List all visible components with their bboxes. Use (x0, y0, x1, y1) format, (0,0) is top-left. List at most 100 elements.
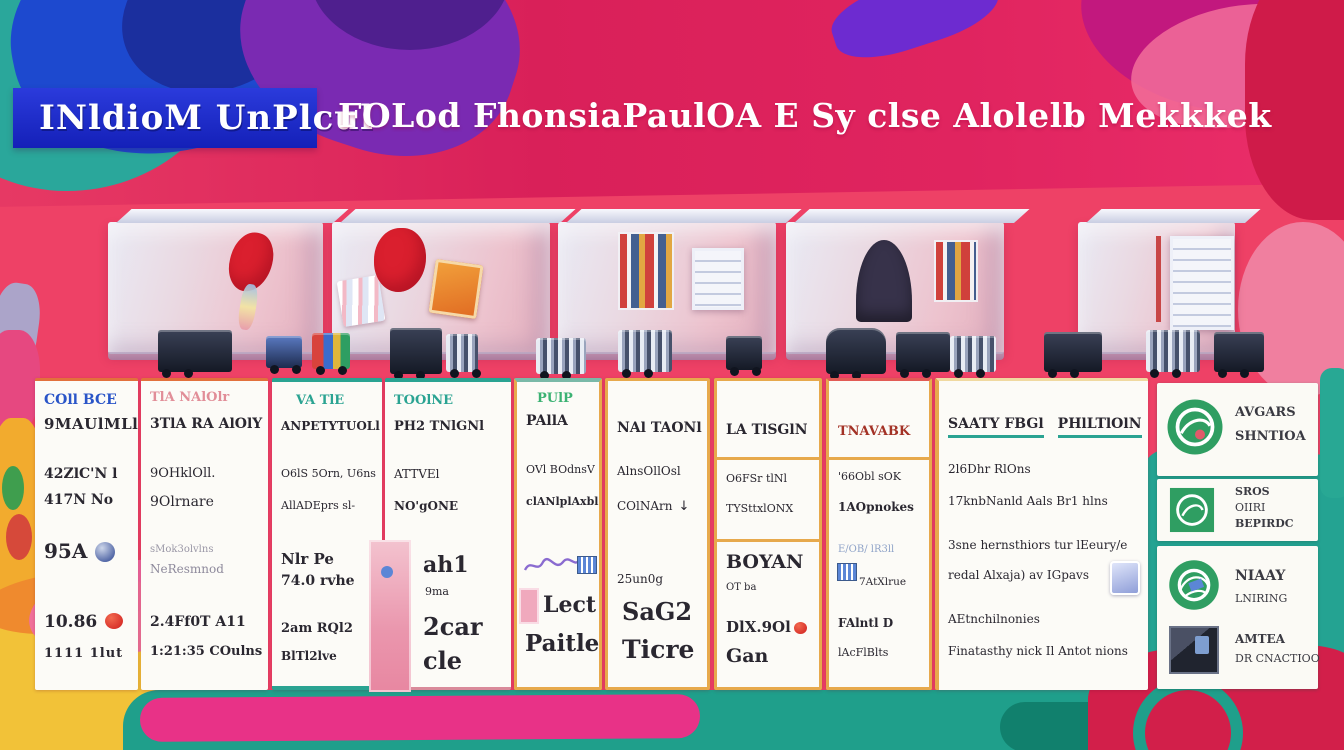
cell-value: 9OHklOll. (150, 466, 216, 481)
bg-pink-left (0, 330, 40, 430)
legend-label: SHNTIOA (1235, 429, 1306, 444)
legend-card-3: NIAAY LNIRING AMTEA DR CNACTIOO (1157, 546, 1320, 689)
cell-row: 10.86 (44, 613, 135, 632)
machine-icon (266, 336, 302, 374)
legend-label: AMTEA (1235, 632, 1285, 646)
purple-scribble-icon (523, 558, 581, 571)
photo-thumbnail-icon (1169, 626, 1219, 674)
paper-collage (336, 274, 386, 328)
cell-row: 95A (44, 541, 135, 562)
blue-dot-icon (381, 566, 393, 578)
table-column-1: COll BCE 9MAUlMLl 42ZlC'N l 417N No 95A … (35, 378, 138, 690)
cell-value: BlTl2lve (281, 649, 337, 663)
cell-value: O6FSr tlNl (726, 472, 788, 485)
dark-arch (856, 240, 912, 322)
blue-cube-icon (1110, 561, 1140, 595)
cell-value: '66Obl sOK (838, 470, 901, 483)
truck-icon (1214, 332, 1264, 378)
green-badge-icon (1167, 399, 1223, 455)
column-header: TlA NAlOlr (150, 390, 230, 405)
row-divider (829, 457, 929, 460)
machine-icon (896, 332, 950, 378)
truck-icon (618, 330, 672, 378)
cell-value: redal Alxaja) av IGpavs (948, 568, 1089, 582)
pink-paint-strip (369, 540, 411, 692)
cell-value: 1AOpnokes (838, 500, 914, 514)
table-column-8: TNAVABK '66Obl sOK 1AOpnokes E/OB/ lR3ll… (826, 378, 932, 690)
column-header: TOOlNE (394, 393, 454, 408)
cell-value: AllADEprs sl- (281, 499, 356, 512)
cell-value: Finatasthy nick Il Antot nions (948, 644, 1128, 658)
cell-value: 1111 1lut (44, 646, 124, 661)
red-dot-icon (793, 622, 807, 634)
cell-value: O6lS 5Orn, U6ns (281, 467, 376, 480)
red-blob-icon (374, 228, 426, 292)
legend-card-1: AVGARS SHNTIOA (1157, 383, 1318, 476)
legend-label: NIAAY (1235, 568, 1286, 584)
cell-value: COlNArn (617, 499, 673, 513)
cell-value: 7AtXlrue (859, 576, 907, 588)
cell-value: 10.86 (44, 612, 98, 632)
title-subtitle: FOLod FhonsiaPaulOA E Sy clse Alolelb Me… (338, 96, 1272, 135)
column-header: ANPETYTUOLl (281, 419, 380, 433)
bg-magenta-bottom-band (139, 694, 701, 742)
row-divider (717, 457, 819, 460)
cell-value: 2car (423, 612, 483, 641)
row-divider (717, 539, 819, 542)
cell-value: BOYAN (726, 551, 804, 573)
cell-row: DlX.9Ol (726, 619, 816, 636)
bg-green-dab-left (2, 466, 24, 510)
grid-window (1170, 236, 1234, 330)
column-header: NAl TAONl (617, 420, 702, 436)
cell-value: TYSttxlONX (726, 502, 794, 515)
cell-value: OVl BOdnsV (526, 463, 595, 476)
legend-label: LNIRING (1235, 592, 1288, 605)
cell-value: lAcFlBlts (838, 646, 889, 659)
machine-icon (536, 338, 586, 380)
machine-icon (390, 328, 442, 380)
cell-value: NO'gONE (394, 499, 459, 513)
legend-label: OIIRI (1235, 501, 1266, 514)
table-column-4: TOOlNE PH2 TNlGNl ATTVEl NO'gONE ah1 9ma… (369, 378, 511, 692)
photo-detail (1195, 636, 1209, 654)
table-column-9: SAATY FBGl PHlLTlOlN 2l6Dhr RlOns 17knbNa… (935, 378, 1148, 690)
pink-square-icon (519, 588, 539, 624)
cell-value: Nlr Pe (281, 550, 334, 568)
cell-value: ATTVEl (394, 467, 440, 481)
table-column-2: TlA NAlOlr 3TlA RA AlOlY 9OHklOll. 9Olrn… (141, 378, 268, 690)
red-line (1156, 236, 1161, 322)
cell-value: clANlplAxbl (526, 495, 599, 508)
legend-card-2: SROS OIIRI BEPIRDC (1157, 479, 1318, 541)
cell-value: 9ma (425, 585, 449, 598)
cell-value: AEtnchilnonies (948, 612, 1040, 626)
machine-icon (158, 330, 232, 378)
column-header: VA TlE (296, 393, 345, 408)
cell-value: ah1 (423, 552, 469, 578)
cell-value: 2l6Dhr RlOns (948, 462, 1031, 476)
grid-window (692, 248, 744, 310)
legend-label: AVGARS (1235, 405, 1296, 420)
legend-label: BEPIRDC (1235, 517, 1294, 530)
column-header: COll BCE (44, 392, 117, 408)
blue-grid-icon (837, 563, 857, 581)
cell-value: 2.4Ff0T A11 (150, 614, 246, 630)
globe-icon (95, 542, 116, 562)
bg-teal-right-edge (1320, 368, 1344, 498)
legend-label: SROS (1235, 485, 1270, 498)
green-wreath-icon (1169, 560, 1219, 610)
machine-icon (1146, 330, 1200, 378)
title-banner: INldioM UnPlcul (13, 88, 373, 148)
table-column-7: LA TlSGlN O6FSr tlNl TYSttxlONX BOYAN OT… (714, 378, 822, 690)
truck-icon (1044, 332, 1102, 378)
cell-value: Lect (543, 592, 597, 618)
cell-value: Paitle (525, 630, 600, 657)
title-banner-text: INldioM UnPlcul (39, 98, 374, 138)
column-header: PH2 TNlGNl (394, 419, 485, 434)
cell-value: DlX.9Ol (726, 618, 791, 636)
cell-value: cle (423, 646, 462, 675)
down-arrow-icon: ↓ (678, 499, 690, 514)
cell-value: E/OB/ lR3ll (838, 544, 895, 555)
cell-value: 25un0g (617, 572, 664, 586)
cell-value: OT ba (726, 582, 757, 593)
